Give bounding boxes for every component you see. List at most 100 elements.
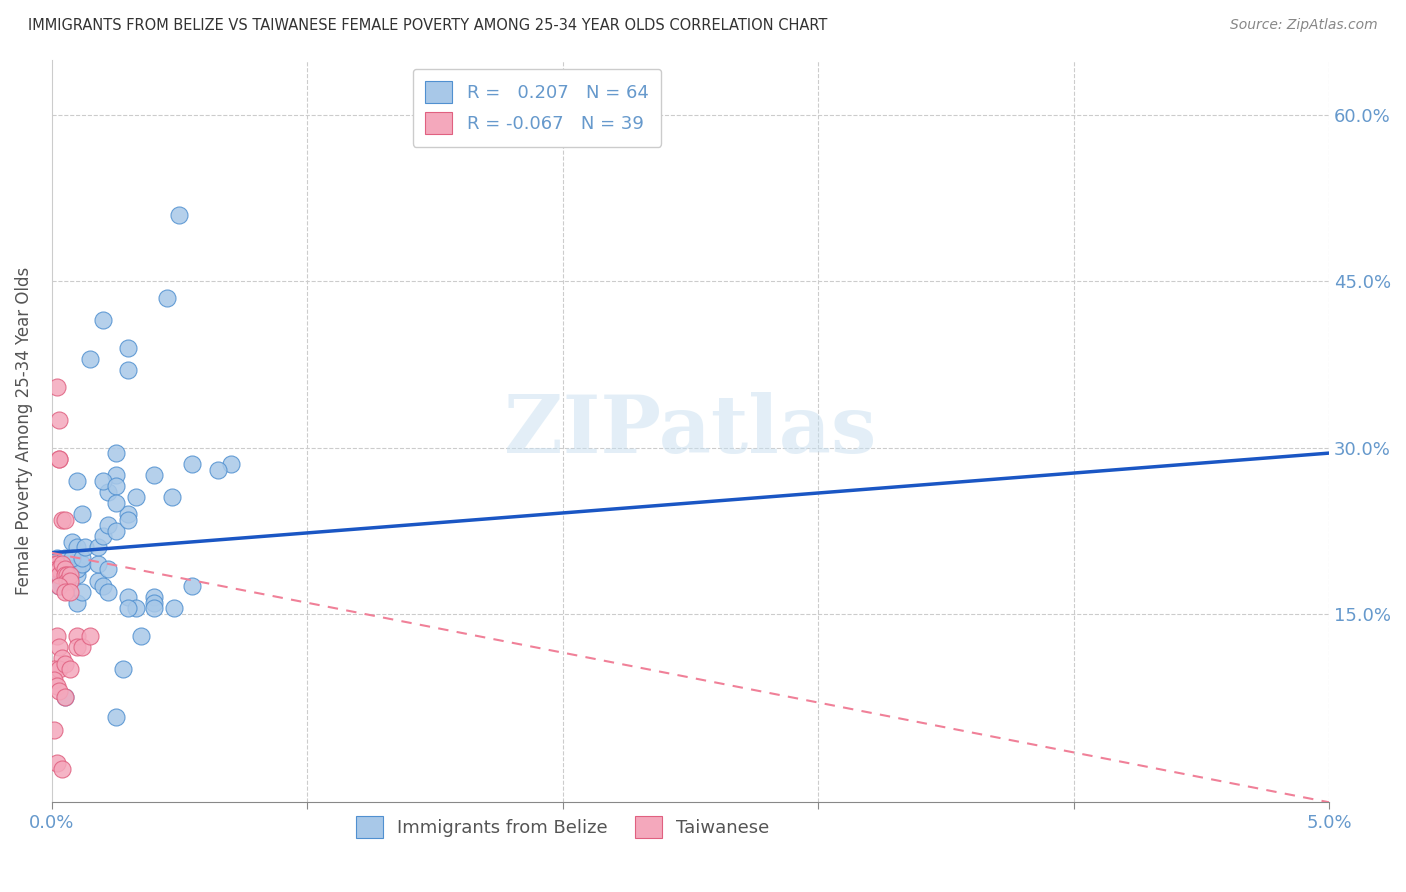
Point bbox=[91, 529, 114, 543]
Y-axis label: Female Poverty Among 25-34 Year Olds: Female Poverty Among 25-34 Year Olds bbox=[15, 267, 32, 595]
Point bbox=[51, 562, 73, 576]
Point bbox=[48, 562, 70, 576]
Point bbox=[104, 468, 127, 483]
Point bbox=[73, 541, 96, 555]
Legend: Immigrants from Belize, Taiwanese: Immigrants from Belize, Taiwanese bbox=[349, 809, 778, 846]
Point bbox=[142, 596, 165, 610]
Point bbox=[48, 557, 70, 571]
Point bbox=[91, 474, 114, 488]
Point bbox=[48, 640, 70, 654]
Point bbox=[48, 568, 70, 582]
Point bbox=[79, 351, 101, 366]
Point bbox=[44, 673, 66, 688]
Point bbox=[129, 629, 152, 643]
Point bbox=[56, 557, 79, 571]
Point bbox=[79, 629, 101, 643]
Point bbox=[45, 679, 67, 693]
Point bbox=[51, 557, 73, 571]
Point bbox=[51, 513, 73, 527]
Text: Source: ZipAtlas.com: Source: ZipAtlas.com bbox=[1230, 18, 1378, 32]
Point bbox=[142, 591, 165, 605]
Point bbox=[59, 662, 82, 676]
Point bbox=[160, 491, 183, 505]
Point bbox=[48, 579, 70, 593]
Point bbox=[117, 601, 139, 615]
Point bbox=[117, 363, 139, 377]
Point bbox=[53, 551, 76, 566]
Point bbox=[53, 690, 76, 704]
Point bbox=[59, 574, 82, 588]
Point bbox=[45, 557, 67, 571]
Point bbox=[156, 291, 179, 305]
Point bbox=[117, 591, 139, 605]
Point bbox=[72, 551, 94, 566]
Point bbox=[66, 568, 89, 582]
Point bbox=[48, 451, 70, 466]
Point bbox=[104, 710, 127, 724]
Point bbox=[66, 474, 89, 488]
Point bbox=[60, 551, 83, 566]
Point bbox=[97, 584, 120, 599]
Point bbox=[53, 584, 76, 599]
Point bbox=[163, 601, 186, 615]
Point bbox=[91, 579, 114, 593]
Point bbox=[125, 491, 148, 505]
Point bbox=[117, 341, 139, 355]
Point bbox=[51, 762, 73, 776]
Point bbox=[45, 551, 67, 566]
Point bbox=[87, 557, 110, 571]
Point bbox=[72, 507, 94, 521]
Point bbox=[59, 568, 82, 582]
Point bbox=[142, 601, 165, 615]
Text: IMMIGRANTS FROM BELIZE VS TAIWANESE FEMALE POVERTY AMONG 25-34 YEAR OLDS CORRELA: IMMIGRANTS FROM BELIZE VS TAIWANESE FEMA… bbox=[28, 18, 828, 33]
Point bbox=[66, 562, 89, 576]
Point bbox=[44, 662, 66, 676]
Point bbox=[53, 657, 76, 671]
Point bbox=[45, 562, 67, 576]
Point bbox=[48, 662, 70, 676]
Point bbox=[45, 629, 67, 643]
Point bbox=[72, 557, 94, 571]
Text: ZIPatlas: ZIPatlas bbox=[505, 392, 876, 470]
Point bbox=[53, 562, 76, 576]
Point bbox=[66, 541, 89, 555]
Point bbox=[60, 534, 83, 549]
Point bbox=[53, 513, 76, 527]
Point bbox=[44, 723, 66, 738]
Point bbox=[48, 684, 70, 698]
Point bbox=[51, 574, 73, 588]
Point bbox=[87, 574, 110, 588]
Point bbox=[125, 601, 148, 615]
Point bbox=[181, 579, 204, 593]
Point bbox=[87, 541, 110, 555]
Point bbox=[51, 651, 73, 665]
Point bbox=[66, 629, 89, 643]
Point bbox=[91, 313, 114, 327]
Point bbox=[48, 568, 70, 582]
Point bbox=[219, 457, 242, 471]
Point bbox=[59, 584, 82, 599]
Point bbox=[181, 457, 204, 471]
Point bbox=[207, 463, 229, 477]
Point bbox=[72, 557, 94, 571]
Point bbox=[48, 574, 70, 588]
Point bbox=[48, 451, 70, 466]
Point bbox=[142, 468, 165, 483]
Point bbox=[97, 562, 120, 576]
Point bbox=[66, 640, 89, 654]
Point bbox=[45, 379, 67, 393]
Point bbox=[104, 496, 127, 510]
Point bbox=[72, 640, 94, 654]
Point bbox=[169, 208, 191, 222]
Point bbox=[117, 507, 139, 521]
Point bbox=[53, 690, 76, 704]
Point bbox=[48, 579, 70, 593]
Point bbox=[104, 524, 127, 538]
Point bbox=[45, 756, 67, 771]
Point bbox=[72, 584, 94, 599]
Point bbox=[48, 413, 70, 427]
Point bbox=[117, 513, 139, 527]
Point bbox=[97, 484, 120, 499]
Point bbox=[112, 662, 135, 676]
Point bbox=[104, 446, 127, 460]
